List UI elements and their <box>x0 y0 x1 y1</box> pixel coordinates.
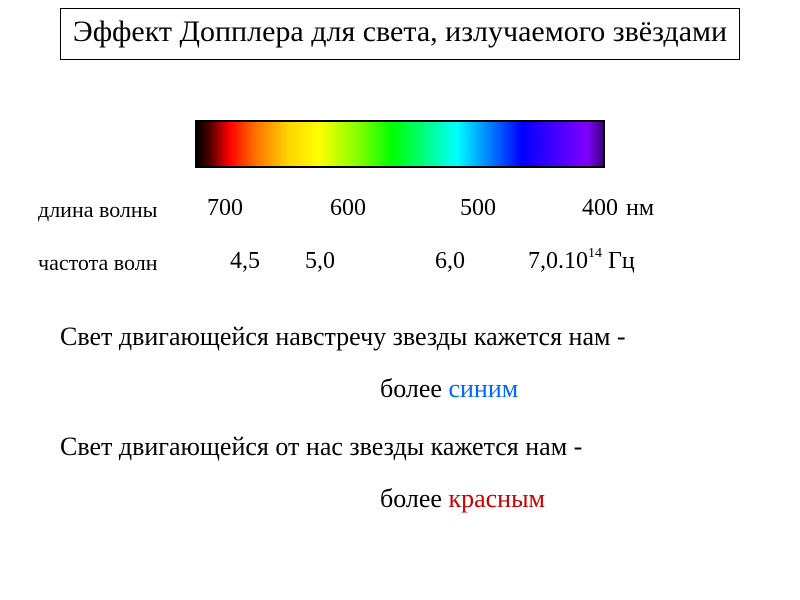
blue-prefix: более <box>380 374 448 403</box>
wl-tick-700: 700 <box>207 195 243 222</box>
wavelength-label: длина волны <box>38 197 157 223</box>
freq-tick-70-and-unit: 7,0.1014 Гц <box>528 248 635 275</box>
title-text: Эффект Допплера для света, излучаемого з… <box>73 15 727 48</box>
wl-tick-500: 500 <box>460 195 496 222</box>
blue-line1: Свет двигающейся навстречу звезды кажетс… <box>60 320 760 354</box>
freq-tick-60: 6,0 <box>435 248 465 275</box>
red-shift-text: Свет двигающейся от нас звезды кажется н… <box>60 430 760 516</box>
wl-tick-600: 600 <box>330 195 366 222</box>
wl-tick-400: 400 <box>582 195 618 222</box>
freq-tick-50: 5,0 <box>305 248 335 275</box>
blue-word: синим <box>448 374 518 403</box>
red-word: красным <box>448 484 545 513</box>
red-line2: более красным <box>60 482 760 516</box>
freq-70: 7,0 <box>528 248 558 274</box>
title-box: Эффект Допплера для света, излучаемого з… <box>60 8 740 60</box>
freq-exp: 14 <box>588 246 602 261</box>
frequency-unit: Гц <box>608 248 635 274</box>
blue-line2: более синим <box>60 372 760 406</box>
spectrum-bar <box>195 120 605 168</box>
freq-base: 10 <box>564 248 588 274</box>
wavelength-unit: нм <box>626 195 654 222</box>
frequency-label: частота волн <box>38 250 157 276</box>
red-prefix: более <box>380 484 448 513</box>
freq-tick-45: 4,5 <box>230 248 260 275</box>
red-line1: Свет двигающейся от нас звезды кажется н… <box>60 430 760 464</box>
blue-shift-text: Свет двигающейся навстречу звезды кажетс… <box>60 320 760 406</box>
